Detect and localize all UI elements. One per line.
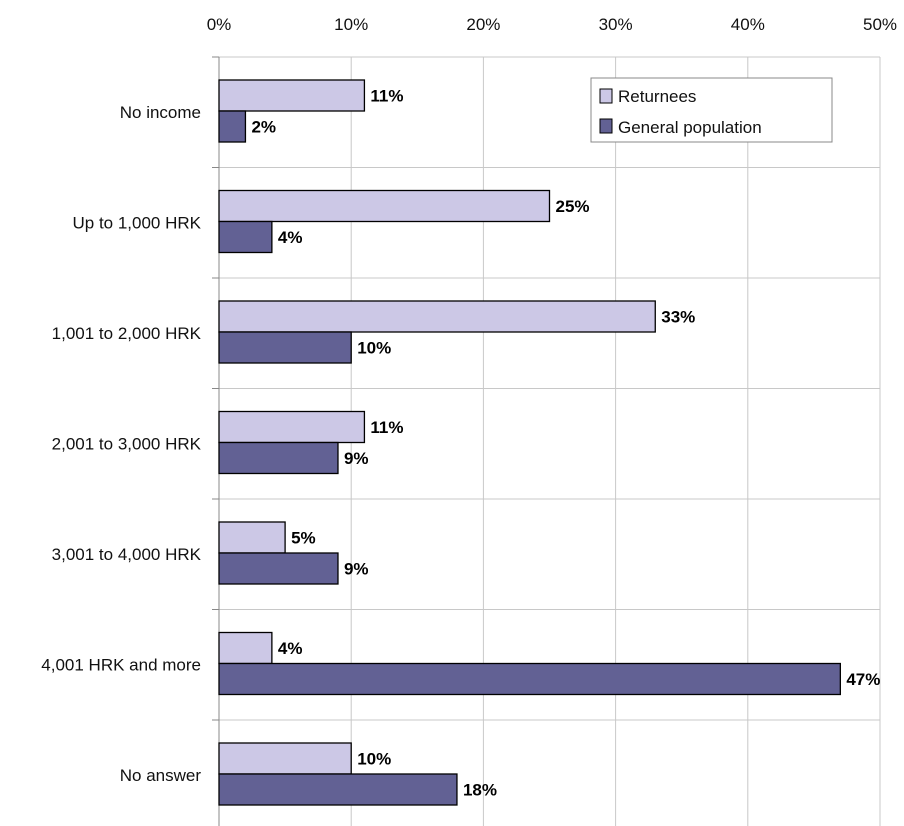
data-label: 18% bbox=[463, 781, 497, 800]
data-label: 4% bbox=[278, 639, 303, 658]
bar-general-population bbox=[218, 110, 247, 143]
bar-general-population bbox=[218, 331, 352, 364]
data-label: 25% bbox=[556, 197, 590, 216]
data-label: 10% bbox=[357, 750, 391, 769]
data-label: 11% bbox=[370, 87, 403, 106]
bar-returnees bbox=[218, 521, 286, 554]
data-label: 9% bbox=[344, 449, 369, 468]
category-label: No answer bbox=[120, 766, 202, 785]
data-label: 11% bbox=[370, 418, 403, 437]
x-tick-label: 40% bbox=[731, 15, 765, 34]
data-label: 10% bbox=[357, 339, 391, 358]
gridlines bbox=[219, 56, 881, 826]
bar-general-population bbox=[218, 552, 339, 585]
category-label: 3,001 to 4,000 HRK bbox=[52, 545, 202, 564]
bar-general-population bbox=[218, 662, 841, 696]
x-tick-label: 0% bbox=[207, 15, 232, 34]
bar-general-population bbox=[218, 773, 458, 806]
data-label: 47% bbox=[846, 670, 880, 689]
value-labels: 11%2%25%4%33%10%11%9%5%9%4%47%10%18% bbox=[251, 87, 880, 800]
bar-general-population bbox=[218, 441, 339, 475]
legend-box bbox=[590, 77, 833, 143]
category-labels: No income Up to 1,000 HRK 1,001 to 2,000 H… bbox=[41, 103, 201, 785]
category-label: 2,001 to 3,000 HRK bbox=[52, 435, 202, 454]
x-tick-label: 20% bbox=[466, 15, 500, 34]
bar-returnees bbox=[218, 410, 366, 444]
bar-returnees bbox=[218, 300, 656, 333]
x-tick-label: 30% bbox=[599, 15, 633, 34]
data-label: 33% bbox=[661, 308, 695, 327]
x-tick-label: 50% bbox=[863, 15, 897, 34]
bar-returnees bbox=[218, 631, 273, 665]
legend-label-general-population: General population bbox=[618, 118, 762, 137]
bar-returnees bbox=[218, 79, 366, 112]
category-label: 4,001 HRK and more bbox=[41, 656, 201, 675]
axes bbox=[212, 56, 220, 826]
category-label: Up to 1,000 HRK bbox=[72, 214, 201, 233]
category-label: 1,001 to 2,000 HRK bbox=[52, 324, 202, 343]
data-label: 2% bbox=[251, 118, 276, 137]
legend-swatch-general-population bbox=[599, 118, 613, 134]
category-label: No income bbox=[120, 103, 201, 122]
bars bbox=[218, 79, 841, 806]
data-label: 4% bbox=[278, 228, 303, 247]
bar-returnees bbox=[218, 189, 551, 223]
x-tick-label: 10% bbox=[334, 15, 368, 34]
legend-swatch-returnees bbox=[599, 88, 613, 104]
legend: Returnees General population bbox=[590, 77, 833, 143]
x-axis-tick-labels: 0% 10% 20% 30% 40% 50% bbox=[207, 15, 897, 34]
data-label: 9% bbox=[344, 560, 369, 579]
legend-label-returnees: Returnees bbox=[618, 87, 696, 106]
bar-general-population bbox=[218, 220, 273, 254]
data-label: 5% bbox=[291, 529, 316, 548]
bar-returnees bbox=[218, 742, 352, 775]
